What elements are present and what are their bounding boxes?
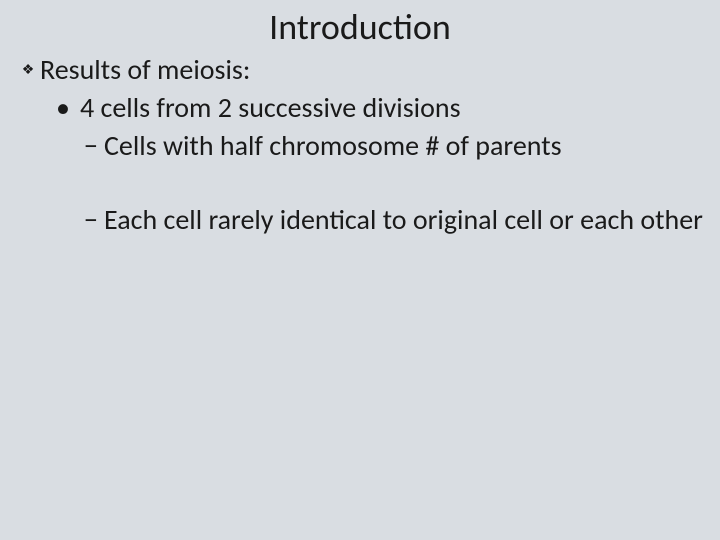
- dash-bullet-icon: −: [84, 128, 104, 164]
- diamond-bullet-icon: ❖: [16, 52, 40, 88]
- list-item-text: Results of meiosis:: [40, 52, 250, 88]
- list-item: − Each cell rarely identical to original…: [84, 202, 704, 238]
- list-item: − Cells with half chromosome # of parent…: [84, 128, 704, 164]
- dot-bullet-icon: •: [56, 90, 80, 126]
- slide-title: Introduction: [0, 5, 720, 49]
- blank-line: [16, 166, 704, 202]
- list-item-text: Each cell rarely identical to original c…: [104, 202, 703, 238]
- list-item-text: Cells with half chromosome # of parents: [104, 128, 562, 164]
- dash-bullet-icon: −: [84, 202, 104, 238]
- slide-body: ❖ Results of meiosis: • 4 cells from 2 s…: [16, 52, 704, 240]
- list-item: ❖ Results of meiosis:: [16, 52, 704, 88]
- list-item-text: 4 cells from 2 successive divisions: [80, 90, 461, 126]
- list-item: • 4 cells from 2 successive divisions: [56, 90, 704, 126]
